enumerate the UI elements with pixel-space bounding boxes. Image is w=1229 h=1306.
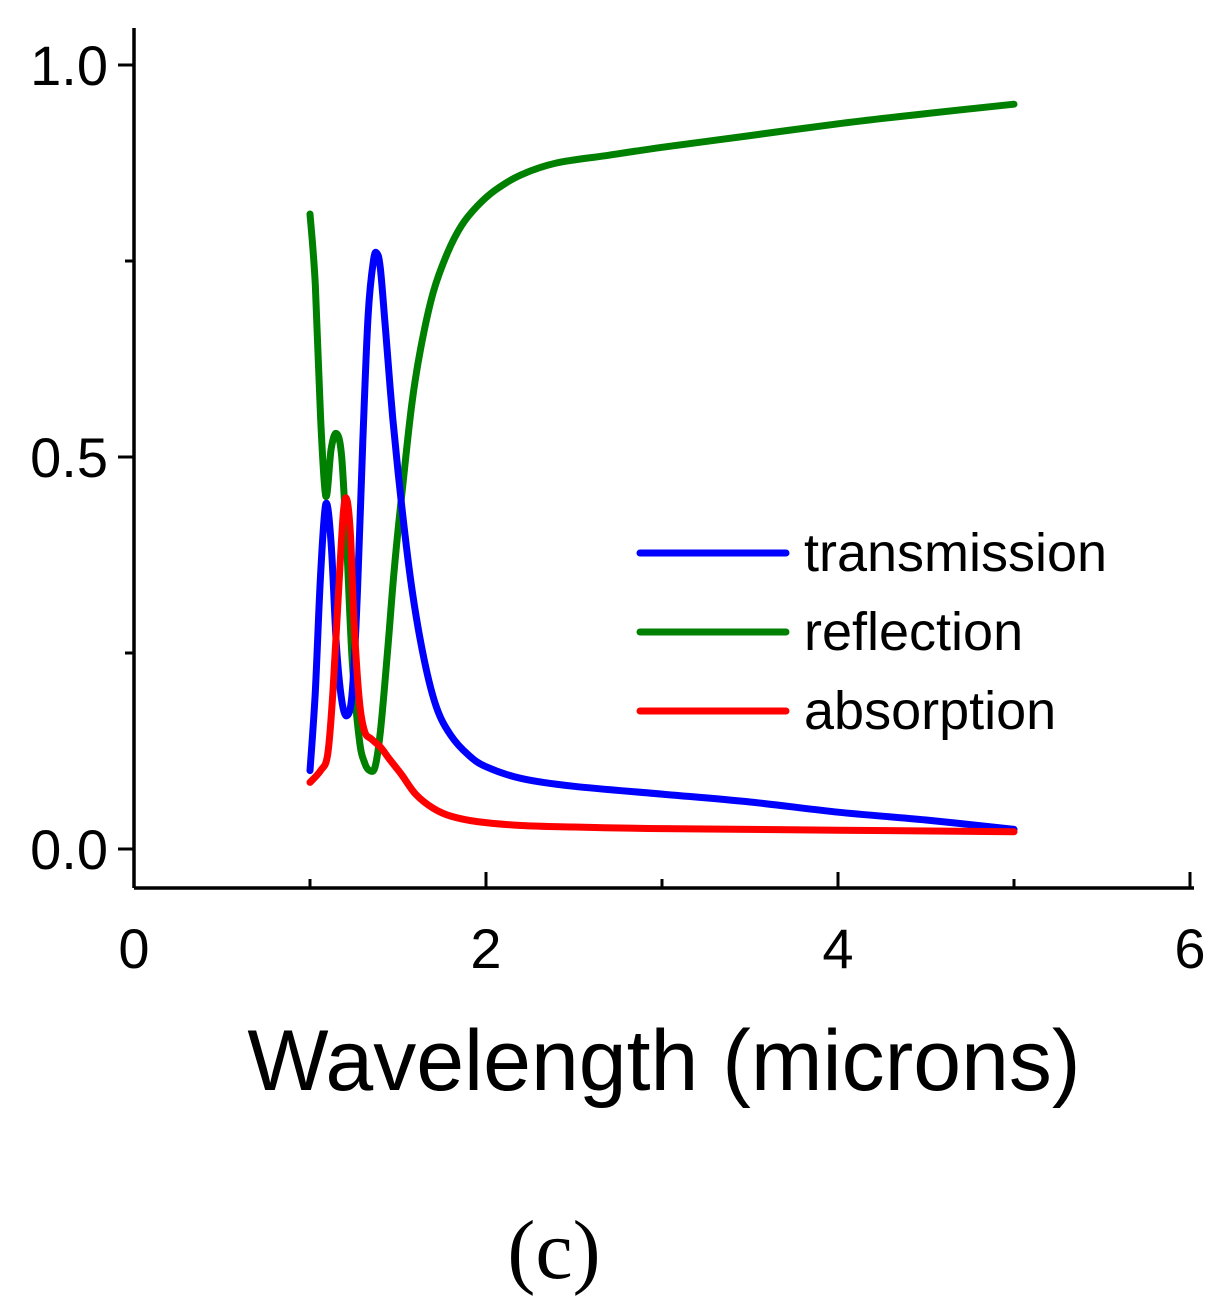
x-tick-label: 0 bbox=[118, 917, 149, 980]
tick-labels: 0 2 4 6 0.0 0.5 1.0 bbox=[30, 34, 1205, 980]
x-axis-title: Wavelength (microns) bbox=[247, 1013, 1080, 1109]
series-line-absorption bbox=[306, 494, 1018, 836]
y-tick-label: 0.0 bbox=[30, 818, 108, 881]
axes bbox=[132, 28, 1194, 890]
y-tick-label: 1.0 bbox=[30, 34, 108, 97]
x-tick-label: 4 bbox=[822, 917, 853, 980]
series-line-reflection bbox=[306, 100, 1018, 775]
x-tick-label: 6 bbox=[1174, 917, 1205, 980]
legend-label-transmission: transmission bbox=[804, 523, 1107, 583]
panel-label: (c) bbox=[507, 1204, 600, 1297]
legend-label-absorption: absorption bbox=[804, 681, 1056, 741]
legend: transmission reflection absorption bbox=[636, 523, 1107, 741]
ticks bbox=[118, 63, 1192, 888]
series-lines bbox=[306, 100, 1018, 836]
legend-label-reflection: reflection bbox=[804, 602, 1023, 662]
x-tick-label: 2 bbox=[470, 917, 501, 980]
y-tick-label: 0.5 bbox=[30, 426, 108, 489]
